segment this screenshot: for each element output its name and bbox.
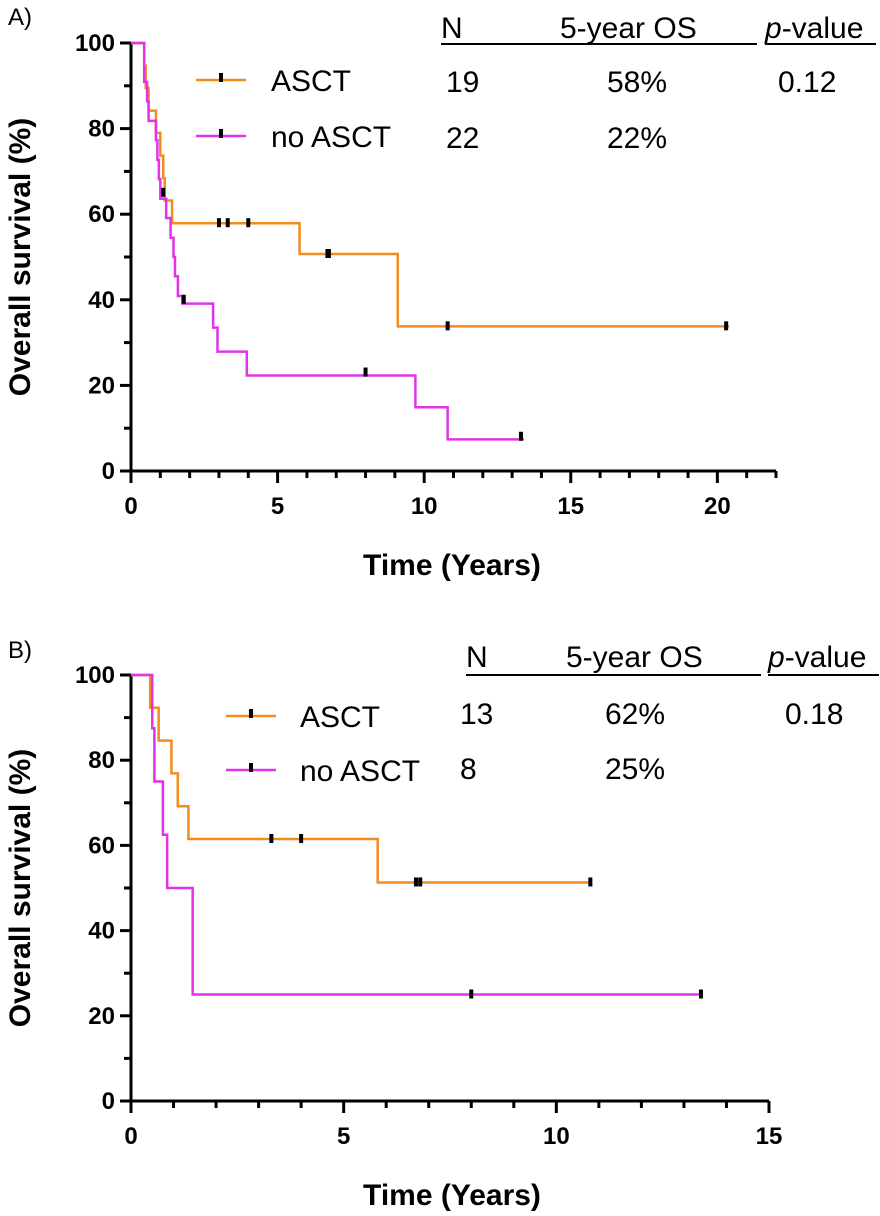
censor-mark xyxy=(216,218,221,228)
legend-entry-no-asct: no ASCT xyxy=(226,755,420,788)
legend-censor-mark xyxy=(219,129,223,138)
x-tick-label: 5 xyxy=(337,1123,350,1150)
legend-label: ASCT xyxy=(271,65,351,98)
cell-n: 22 xyxy=(446,122,479,155)
censor-mark xyxy=(181,294,186,304)
cell-n: 8 xyxy=(460,753,477,786)
censor-mark xyxy=(326,249,331,259)
x-tick-label: 15 xyxy=(557,493,584,520)
header-p-value: p-value xyxy=(767,641,866,674)
header-p-value: p-value xyxy=(764,12,863,45)
y-tick-label: 60 xyxy=(88,832,115,859)
cell-5yr-os: 58% xyxy=(607,66,667,99)
y-tick-label: 80 xyxy=(88,116,115,143)
censor-mark xyxy=(445,321,450,331)
cell-5yr-os: 25% xyxy=(605,753,665,786)
chart-panel-a: A) 0 20 40 60 80 100 0 5 10 15 20 Time (Years) Overal… xyxy=(4,4,876,582)
censor-mark xyxy=(299,834,304,844)
censor-mark xyxy=(246,218,251,228)
x-tick-label: 10 xyxy=(411,493,438,520)
legend-censor-mark xyxy=(249,709,253,718)
x-tick-label: 15 xyxy=(756,1123,783,1150)
x-axis-title: Time (Years) xyxy=(363,549,541,582)
y-axis-title: Overall survival (%) xyxy=(4,118,37,396)
legend-entry-asct: ASCT xyxy=(196,65,351,98)
censor-mark xyxy=(161,187,166,197)
legend-label: no ASCT xyxy=(300,755,420,788)
header-n: N xyxy=(466,641,488,674)
censor-mark xyxy=(418,877,423,887)
cell-n: 19 xyxy=(446,66,479,99)
x-axis-title: Time (Years) xyxy=(363,1179,541,1212)
y-tick-label: 20 xyxy=(88,1003,115,1030)
y-tick-label: 20 xyxy=(88,372,115,399)
y-axis-title: Overall survival (%) xyxy=(4,749,37,1027)
summary-table: N 5-year OS p-value 13 62% 0.18 8 25% xyxy=(460,641,879,786)
header-5yr-os: 5-year OS xyxy=(560,12,697,45)
panel-label: A) xyxy=(8,4,32,31)
y-tick-label: 0 xyxy=(102,458,115,485)
censor-mark xyxy=(724,321,729,331)
survival-curve xyxy=(131,41,524,441)
survival-curve xyxy=(131,673,701,996)
censor-mark xyxy=(413,877,418,887)
legend-entry-no-asct: no ASCT xyxy=(196,121,391,154)
y-tick-label: 40 xyxy=(88,287,115,314)
y-tick-label: 0 xyxy=(102,1088,115,1115)
legend-label: no ASCT xyxy=(271,121,391,154)
x-tick-label: 20 xyxy=(704,493,731,520)
legend-entry-asct: ASCT xyxy=(226,701,380,734)
censor-mark xyxy=(363,367,368,377)
chart-panel-b: B) 0 20 40 60 80 100 0 5 10 15 Time (Years) Overall … xyxy=(4,637,879,1212)
legend-censor-mark xyxy=(219,73,223,82)
y-tick-label: 60 xyxy=(88,201,115,228)
censor-mark xyxy=(469,989,474,999)
x-tick-label: 10 xyxy=(543,1123,570,1150)
censor-mark xyxy=(588,877,593,887)
summary-table: N 5-year OS p-value 19 58% 0.12 22 22% xyxy=(441,12,876,155)
x-tick-label: 5 xyxy=(271,493,284,520)
cell-p-value: 0.12 xyxy=(778,66,836,99)
legend-label: ASCT xyxy=(300,701,380,734)
header-5yr-os: 5-year OS xyxy=(566,641,703,674)
cell-p-value: 0.18 xyxy=(785,698,843,731)
series-no-asct xyxy=(131,41,524,441)
y-tick-label: 80 xyxy=(88,747,115,774)
series-asct xyxy=(131,41,730,331)
censor-mark xyxy=(269,834,274,844)
survival-curve xyxy=(131,41,730,328)
censor-mark xyxy=(698,989,703,999)
cell-5yr-os: 62% xyxy=(605,698,665,731)
censor-mark xyxy=(225,218,230,228)
panel-label: B) xyxy=(8,637,32,664)
header-n: N xyxy=(441,12,463,45)
y-tick-label: 100 xyxy=(75,30,115,57)
y-tick-label: 100 xyxy=(75,662,115,689)
series-no-asct xyxy=(131,673,703,999)
x-tick-label: 0 xyxy=(124,1123,137,1150)
x-tick-label: 0 xyxy=(124,493,137,520)
legend-censor-mark xyxy=(249,763,253,772)
cell-n: 13 xyxy=(460,698,493,731)
y-tick-label: 40 xyxy=(88,918,115,945)
censor-mark xyxy=(518,431,523,441)
cell-5yr-os: 22% xyxy=(607,122,667,155)
